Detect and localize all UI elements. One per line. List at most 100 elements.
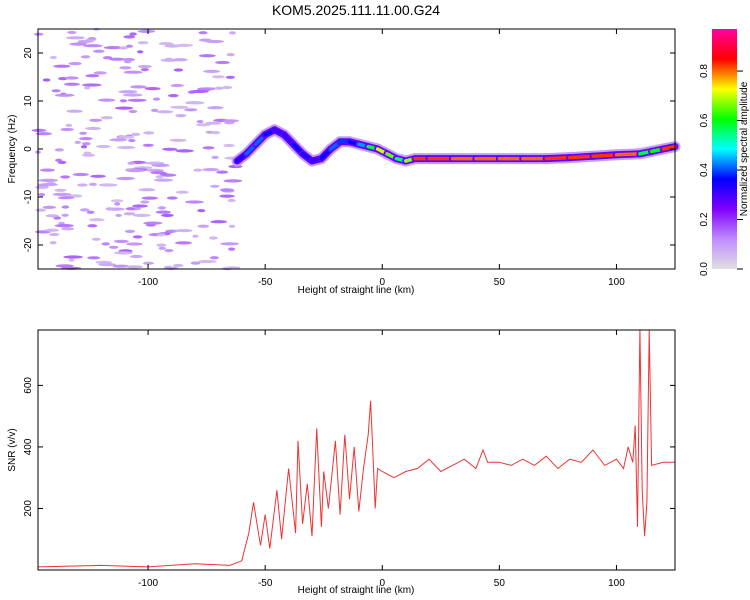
noise-speckle [219, 194, 235, 198]
noise-speckle [68, 62, 82, 66]
noise-speckle [119, 46, 128, 50]
x-tick-label: -50 [258, 277, 273, 288]
noise-speckle [79, 137, 93, 141]
spectrogram-y-ticks: -20 -10 0 10 20 [23, 47, 675, 252]
noise-speckle [167, 94, 179, 98]
noise-speckle [172, 58, 188, 62]
noise-speckle [60, 175, 70, 179]
noise-speckle [117, 145, 136, 150]
noise-speckle [196, 120, 204, 124]
noise-speckle [52, 192, 72, 196]
noise-speckle [164, 57, 173, 61]
noise-speckle [42, 205, 56, 209]
noise-speckle [160, 172, 168, 176]
y-tick-label: 10 [23, 95, 34, 107]
noise-speckle [228, 224, 236, 228]
noise-speckle [192, 234, 199, 238]
colorbar-tick-label: 0.2 [699, 212, 710, 226]
noise-speckle [60, 127, 74, 132]
noise-speckle [34, 32, 44, 36]
noise-speckle [67, 30, 77, 35]
noise-speckle [222, 119, 239, 123]
noise-speckle [137, 50, 144, 54]
noise-speckle [35, 208, 46, 212]
colorbar-tick-label: 0.4 [699, 163, 710, 177]
noise-speckle [223, 179, 243, 183]
noise-speckle [137, 41, 149, 45]
ridge-core [567, 154, 595, 160]
noise-speckle [68, 258, 75, 262]
noise-speckle [125, 242, 143, 246]
noise-speckle [142, 261, 154, 265]
snr-plot-area [38, 330, 675, 568]
noise-speckle [110, 199, 124, 203]
noise-speckle [61, 227, 74, 231]
noise-speckle [207, 106, 224, 110]
noise-speckle [31, 128, 47, 132]
noise-speckle [119, 99, 127, 103]
noise-speckle [109, 245, 119, 249]
noise-speckle [132, 235, 143, 239]
noise-speckle [173, 68, 184, 72]
noise-speckle [53, 64, 71, 68]
noise-speckle [127, 98, 147, 102]
noise-speckle [49, 55, 57, 60]
noise-speckle [202, 168, 220, 172]
y-tick-label: 0 [23, 146, 34, 152]
x-tick-label: 100 [608, 578, 625, 589]
noise-speckle [228, 247, 236, 251]
y-tick-label: 200 [23, 500, 34, 517]
noise-speckle [128, 109, 138, 114]
noise-speckle [109, 57, 125, 61]
noise-speckle [85, 126, 101, 131]
snr-panel: -100 -50 0 50 100 200 400 600 Height of straig… [7, 329, 676, 596]
snr-frame [37, 329, 676, 571]
noise-speckle [125, 207, 136, 211]
noise-speckle [175, 43, 193, 48]
noise-speckle [158, 42, 174, 46]
y-tick-label: -20 [23, 237, 34, 252]
y-tick-label: 20 [23, 47, 34, 59]
noise-speckle [212, 75, 225, 79]
noise-speckle [77, 183, 88, 187]
noise-speckle [66, 109, 83, 113]
noise-speckle [88, 182, 98, 186]
noise-speckle [158, 246, 166, 250]
ridge-core [614, 152, 642, 157]
noise-speckle [83, 151, 92, 155]
noise-speckle [49, 241, 57, 245]
noise-speckle [137, 64, 152, 69]
y-tick-label: -10 [23, 189, 34, 204]
spectrogram-x-ticks: -100 -50 0 50 100 [138, 29, 625, 288]
noise-speckle [72, 172, 90, 177]
noise-speckle [129, 254, 143, 259]
noise-speckle [105, 207, 114, 211]
noise-speckle [175, 149, 194, 153]
noise-speckle [221, 85, 233, 90]
noise-speckle [184, 108, 198, 112]
noise-speckle [35, 185, 49, 189]
colorbar-gradient [712, 29, 737, 269]
noise-speckle [226, 53, 235, 57]
noise-speckle [202, 146, 215, 150]
colorbar-ticks: 0.0 0.2 0.4 0.6 0.8 [699, 64, 743, 276]
x-tick-label: -100 [138, 277, 158, 288]
noise-speckle [87, 224, 98, 228]
noise-speckle [162, 147, 178, 151]
snr-x-ticks: -100 -50 0 50 100 [138, 330, 625, 589]
noise-speckle [198, 38, 212, 42]
noise-speckle [40, 168, 55, 172]
noise-speckle [197, 224, 210, 228]
y-tick-label: 600 [23, 377, 34, 394]
noise-speckle [126, 44, 133, 48]
noise-speckle [220, 242, 239, 246]
noise-speckle [38, 178, 59, 182]
noise-speckle [141, 196, 159, 200]
spectrogram-xlabel: Height of straight line (km) [298, 285, 415, 296]
ridge-core [661, 144, 677, 151]
noise-speckle [138, 188, 156, 192]
spectrogram-ylabel: Frequency (Hz) [7, 115, 18, 184]
noise-speckle [132, 213, 151, 217]
noise-speckle [54, 224, 74, 228]
